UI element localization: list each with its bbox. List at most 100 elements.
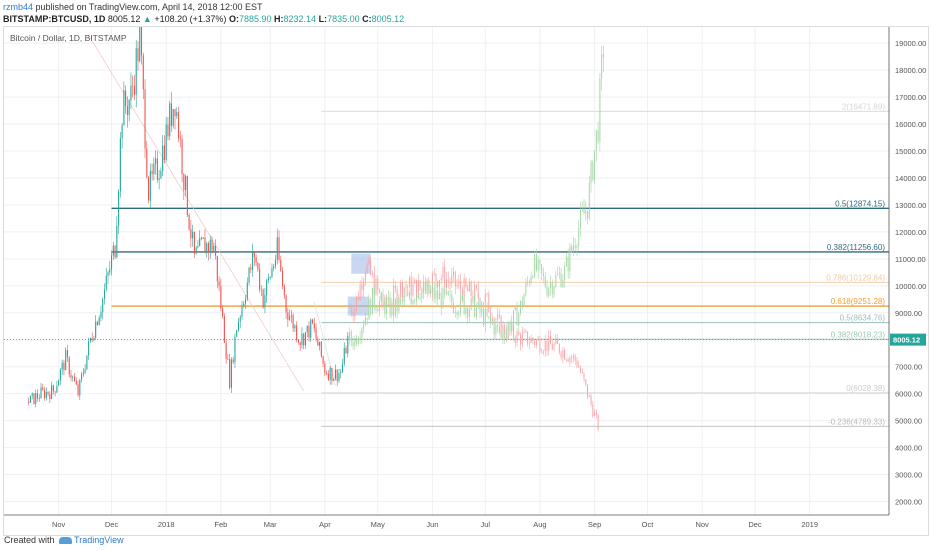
fib-label: 0.382(8018.23) xyxy=(831,330,886,339)
candle-body xyxy=(528,342,530,345)
candle-body xyxy=(319,341,321,346)
fib-label: 0.786(10129.84) xyxy=(826,273,885,282)
low-label: L: xyxy=(318,14,328,24)
candle-body xyxy=(234,336,236,363)
candle-body xyxy=(511,322,513,331)
candle-body xyxy=(505,329,507,339)
candle-body xyxy=(79,379,81,396)
candle-body xyxy=(89,338,91,342)
candle-body xyxy=(354,309,356,317)
candle-body xyxy=(551,282,553,294)
candle-body xyxy=(197,246,199,248)
x-tick-label: Oct xyxy=(642,520,655,529)
candle-body xyxy=(199,237,201,247)
candle-body xyxy=(588,182,590,219)
candle-body xyxy=(52,385,54,392)
candle-body xyxy=(278,237,280,260)
candle-body xyxy=(225,342,227,359)
candle-body xyxy=(135,48,137,95)
candle-body xyxy=(379,301,381,312)
candle-body xyxy=(592,162,594,180)
candle-body xyxy=(576,360,578,366)
candle-body xyxy=(103,289,106,299)
chart-frame[interactable]: 2(16471.89) 0.5(12874.15) 0.382(11256.60) 0… xyxy=(3,26,929,536)
candle-body xyxy=(447,279,449,282)
y-tick-label: 3000.00 xyxy=(895,471,922,480)
close-label: C: xyxy=(362,14,372,24)
candle-body xyxy=(343,348,345,364)
candle-body xyxy=(490,316,492,322)
candle-body xyxy=(260,289,262,291)
price-chart[interactable]: 2(16471.89) 0.5(12874.15) 0.382(11256.60) 0… xyxy=(4,27,928,535)
candle-body xyxy=(472,296,474,299)
candle-body xyxy=(38,398,40,399)
candle-body xyxy=(414,300,416,302)
axes: 2000.00 3000.00 4000.00 5000.00 6000.00 7000.… xyxy=(4,27,926,529)
candle-body xyxy=(170,103,173,126)
candle-body xyxy=(555,275,557,287)
candle-body xyxy=(553,286,555,294)
candle-body xyxy=(557,274,559,276)
candle-body xyxy=(394,285,396,289)
candle-body xyxy=(267,277,269,281)
candle-body xyxy=(421,287,423,289)
candle-body xyxy=(453,271,455,276)
candle-body xyxy=(262,289,264,308)
candle-body xyxy=(393,285,395,305)
candle-body xyxy=(379,289,381,293)
candle-body xyxy=(192,231,194,239)
candle-body xyxy=(539,259,541,265)
candle-body xyxy=(327,373,329,380)
candle-body xyxy=(333,378,335,381)
candle-body xyxy=(419,297,421,299)
candle-body xyxy=(412,283,414,296)
candle-body xyxy=(544,340,546,352)
candle-body xyxy=(334,369,336,379)
candle-body xyxy=(246,282,248,300)
candle-body xyxy=(396,298,398,312)
candle-body xyxy=(91,338,93,341)
candle-body xyxy=(273,266,275,269)
candle-body xyxy=(400,299,402,301)
candle-body xyxy=(299,342,301,346)
candle-body xyxy=(118,191,120,226)
candle-body xyxy=(176,112,178,117)
candle-body xyxy=(520,300,522,314)
candle-body xyxy=(558,343,560,353)
candle-body xyxy=(389,296,391,316)
y-tick-label: 17000.00 xyxy=(895,93,926,102)
candle-body xyxy=(285,295,287,313)
candle-body xyxy=(456,311,458,316)
candle-body xyxy=(594,150,596,180)
candle-body xyxy=(446,291,447,294)
x-tick-label: Mar xyxy=(264,520,277,529)
author-link[interactable]: rzmb44 xyxy=(3,2,34,12)
candle-body xyxy=(356,337,358,344)
candle-body xyxy=(465,307,467,314)
candle-body xyxy=(357,339,359,344)
candle-body xyxy=(301,333,303,346)
candle-body xyxy=(594,412,596,417)
candle-body xyxy=(581,372,583,374)
candle-body xyxy=(449,281,451,284)
candle-body xyxy=(98,317,100,326)
candle-body xyxy=(555,338,557,344)
candle-body xyxy=(174,109,176,117)
candle-body xyxy=(393,302,395,316)
candle-body xyxy=(590,162,592,183)
candle-body xyxy=(259,268,261,290)
candle-body xyxy=(528,281,530,284)
candle-body xyxy=(163,145,165,160)
candle-body xyxy=(474,285,476,301)
candle-body xyxy=(599,78,601,142)
candle-body xyxy=(532,337,534,342)
candle-body xyxy=(560,352,562,358)
candle-body xyxy=(579,209,581,229)
candle-body xyxy=(320,341,322,357)
ohlc-bar: BITSTAMP:BTCUSD, 1D 8005.12 ▲ +108.20 (+… xyxy=(3,14,404,24)
candle-body xyxy=(354,337,356,347)
x-tick-label: May xyxy=(371,520,385,529)
tradingview-link[interactable]: TradingView xyxy=(74,535,124,545)
x-tick-label: Dec xyxy=(105,520,119,529)
candle-body xyxy=(430,290,432,294)
